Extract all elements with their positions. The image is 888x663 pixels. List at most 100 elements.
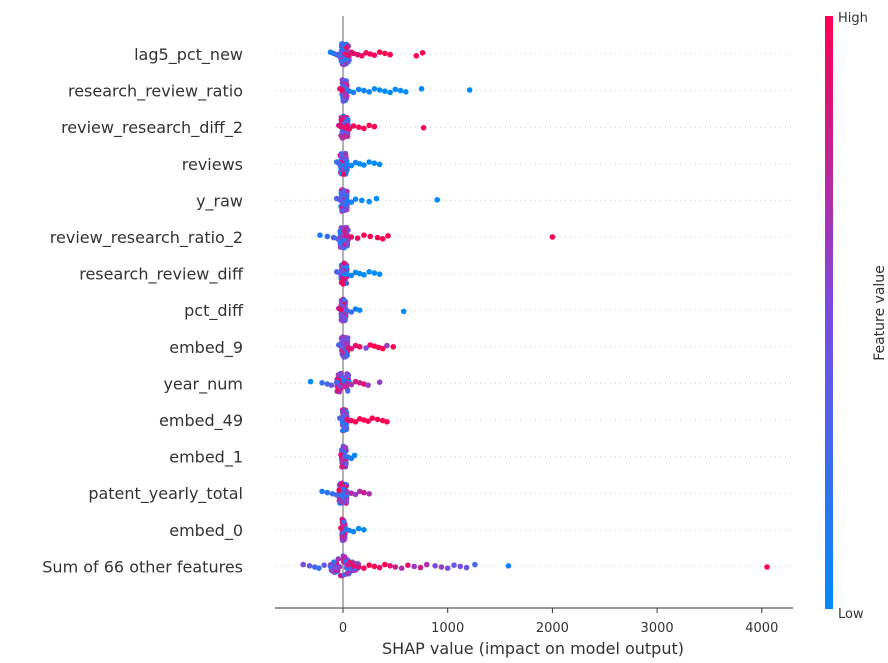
shap-point [332, 564, 339, 571]
shap-point [343, 45, 350, 51]
feature-row-sum-of-66-other-features: Sum of 66 other features [42, 553, 793, 579]
shap-point [355, 86, 362, 93]
shap-point [400, 308, 407, 315]
shap-point [321, 562, 327, 568]
feature-row-research-review-ratio: research_review_ratio [68, 77, 793, 104]
shap-point [341, 171, 347, 177]
shap-point [336, 383, 343, 389]
shap-point [340, 350, 346, 356]
feature-label: reviews [182, 155, 243, 174]
colorbar-title: Feature value [872, 265, 888, 361]
feature-label: year_num [163, 374, 243, 394]
feature-label: review_research_diff_2 [61, 118, 243, 138]
shap-point [398, 565, 405, 571]
x-tick-label: 2000 [536, 621, 569, 636]
shap-point [382, 88, 388, 94]
shap-point [374, 416, 381, 423]
shap-point [366, 89, 372, 95]
feature-row-research-review-diff: research_review_diff [79, 260, 793, 287]
shap-point [344, 340, 351, 346]
feature-row-embed-0: embed_0 [169, 516, 793, 544]
shap-point [345, 561, 352, 568]
shap-point [338, 117, 344, 123]
shap-point [387, 89, 393, 96]
shap-point [307, 378, 314, 385]
shap-point [361, 527, 367, 533]
shap-point [340, 334, 346, 340]
shap-point [340, 276, 346, 283]
shap-point [343, 483, 349, 489]
shap-point [324, 233, 331, 240]
shap-point [342, 207, 348, 214]
shap-point [369, 415, 376, 422]
shap-point [350, 123, 357, 129]
shap-point [351, 452, 358, 459]
shap-point [366, 198, 372, 205]
shap-point [376, 271, 383, 278]
shap-point [371, 52, 378, 58]
colorbar-high-label: High [838, 11, 868, 26]
shap-point [319, 380, 325, 386]
shap-point [417, 564, 424, 571]
shap-point [451, 562, 457, 568]
shap-point [472, 561, 478, 568]
feature-label: Sum of 66 other features [42, 557, 243, 576]
shap-point [376, 564, 383, 571]
feature-label: research_review_ratio [68, 82, 243, 102]
shap-point [348, 234, 355, 240]
shap-point [337, 197, 343, 203]
shap-point [385, 233, 391, 239]
shap-point [346, 57, 352, 63]
shap-point [366, 269, 372, 275]
shap-point [333, 492, 340, 498]
shap-point [340, 98, 346, 104]
shap-point [344, 240, 350, 246]
shap-point [356, 344, 363, 350]
shap-point [352, 196, 359, 202]
shap-point [405, 562, 411, 568]
shap-point [343, 461, 349, 467]
feature-row-review-research-ratio-2: review_research_ratio_2 [50, 224, 793, 251]
shap-point [371, 86, 378, 92]
shap-point [379, 345, 386, 352]
shap-point [411, 563, 417, 570]
shap-point [463, 564, 470, 571]
shap-point [371, 123, 378, 130]
shap-point [356, 307, 363, 314]
shap-point [361, 489, 367, 496]
shap-point [355, 124, 362, 130]
shap-point [337, 270, 343, 276]
feature-row-patent-yearly-total: patent_yearly_total [88, 480, 793, 506]
feature-label: embed_1 [169, 448, 243, 468]
shap-point [331, 559, 337, 565]
shap-point [324, 489, 331, 496]
shap-point [328, 382, 335, 389]
shap-point [444, 565, 451, 571]
shap-point [345, 116, 351, 122]
shap-point [337, 415, 343, 422]
shap-point [319, 488, 325, 495]
shap-point [346, 126, 353, 132]
shap-point [350, 89, 357, 96]
shap-point [418, 86, 425, 92]
shap-point [345, 388, 351, 394]
shap-point [382, 561, 388, 568]
shap-point [341, 187, 347, 193]
shap-point [345, 133, 351, 139]
shap-point [366, 159, 372, 165]
feature-label: research_review_diff [79, 265, 244, 285]
x-axis-title: SHAP value (impact on model output) [382, 639, 684, 658]
shap-point [333, 379, 340, 386]
shap-point [317, 232, 323, 238]
shap-point [343, 499, 350, 505]
shap-point [341, 260, 347, 266]
shap-point [341, 228, 347, 234]
shap-point [382, 50, 388, 57]
shap-point [359, 197, 365, 204]
shap-point [338, 492, 344, 499]
feature-label: y_raw [196, 191, 243, 211]
shap-point [371, 563, 378, 570]
shap-point [343, 233, 349, 239]
feature-row-embed-49: embed_49 [159, 406, 793, 434]
